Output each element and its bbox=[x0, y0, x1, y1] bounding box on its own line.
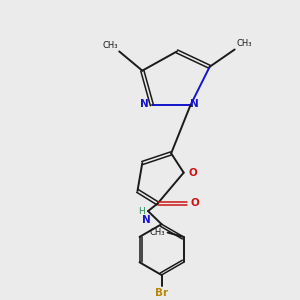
Text: N: N bbox=[190, 99, 199, 109]
Text: O: O bbox=[189, 168, 198, 178]
Text: CH₃: CH₃ bbox=[236, 39, 252, 48]
Text: CH₃: CH₃ bbox=[102, 41, 118, 50]
Text: N: N bbox=[140, 99, 149, 109]
Text: N: N bbox=[142, 215, 151, 225]
Text: Br: Br bbox=[155, 288, 168, 298]
Text: H: H bbox=[138, 207, 145, 216]
Text: O: O bbox=[191, 198, 200, 208]
Text: CH₃: CH₃ bbox=[150, 228, 165, 237]
